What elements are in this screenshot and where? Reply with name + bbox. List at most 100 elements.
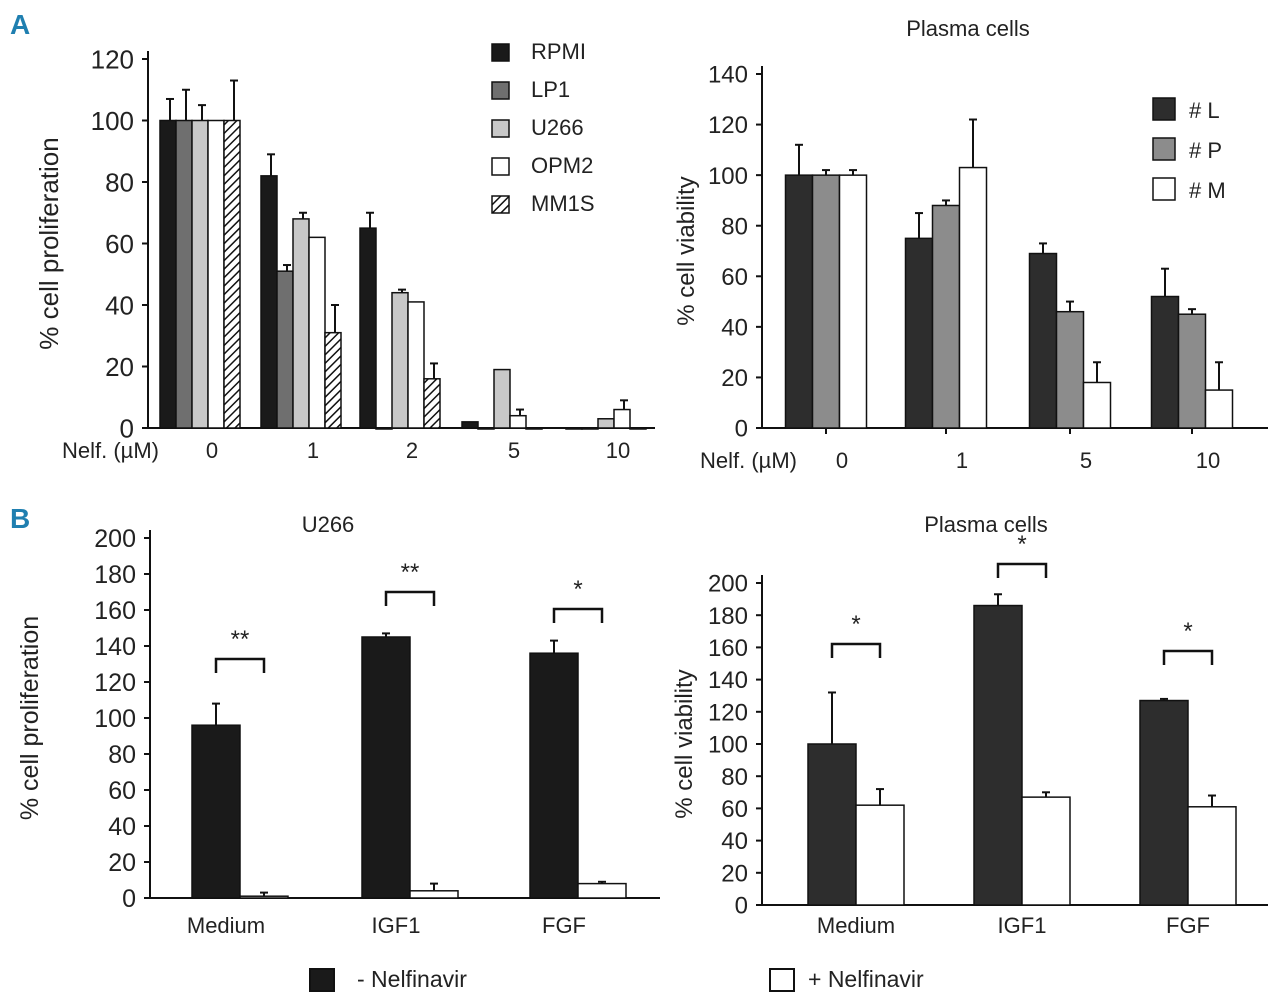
legend-swatch: [491, 43, 510, 62]
x-category-label: IGF1: [998, 913, 1047, 938]
legend-label: RPMI: [531, 39, 586, 64]
y-tick-label: 80: [105, 167, 134, 197]
x-category-label: 10: [1196, 448, 1220, 473]
x-category-label: 5: [508, 438, 520, 463]
bar-m: [958, 166, 988, 429]
bar-lp1: [175, 119, 193, 429]
bar-m: [1204, 389, 1234, 429]
y-tick-label: 60: [721, 264, 748, 291]
significance-marker: **: [231, 626, 250, 653]
y-axis-title: % cell viability: [671, 669, 698, 818]
bar-nelfinavir: [529, 652, 579, 899]
x-category-label: 0: [206, 438, 218, 463]
y-axis-title: % cell proliferation: [16, 616, 44, 820]
bar-p: [1055, 310, 1085, 429]
bar-nelfinavir: [1021, 796, 1071, 906]
bar-p: [811, 174, 841, 429]
y-tick-label: 200: [94, 525, 136, 553]
y-tick-label: 0: [735, 416, 748, 443]
y-tick-label: 80: [721, 764, 748, 791]
y-tick-label: 100: [91, 106, 134, 136]
y-tick-label: 140: [94, 633, 136, 661]
y-tick-label: 160: [708, 635, 748, 662]
panel-label-a: A: [10, 9, 30, 40]
significance-bracket: [552, 607, 604, 623]
bar-rpmi: [159, 119, 177, 429]
legend-swatch: [1152, 137, 1176, 161]
bar-mm1s: [525, 427, 543, 430]
y-tick-label: 140: [708, 62, 748, 89]
legend-label: # L: [1189, 98, 1220, 123]
bar-m: [838, 174, 868, 429]
bar-nelfinavir: [191, 724, 241, 899]
x-category-label: 10: [606, 438, 630, 463]
y-tick-label: 200: [708, 571, 748, 598]
legend-label: # M: [1189, 178, 1226, 203]
bar-opm2: [308, 236, 326, 429]
significance-marker: *: [851, 611, 860, 638]
y-axis-title: % cell viability: [673, 176, 700, 325]
y-tick-label: 40: [721, 314, 748, 341]
bar-l: [1150, 295, 1180, 429]
legend-label: OPM2: [531, 153, 593, 178]
bottom-legend-label: + Nelfinavir: [808, 966, 924, 992]
chart-b2-plasma-viability: 0 20 40 60 80 100 120 140 160 180 200 % cell viabil…: [671, 512, 1268, 938]
panel-label-b: B: [10, 503, 30, 534]
legend-swatch: [491, 81, 510, 100]
bar-p: [931, 204, 961, 429]
x-category-label: 1: [307, 438, 319, 463]
significance-bracket: [830, 642, 882, 658]
y-tick-label: 80: [108, 741, 136, 769]
y-tick-label: 40: [108, 813, 136, 841]
bar-lp1: [375, 427, 393, 430]
bar-lp1: [276, 270, 294, 429]
bar-l: [784, 174, 814, 429]
bottom-legend-swatch: [769, 968, 795, 992]
y-tick-label: 100: [708, 732, 748, 759]
bar-opm2: [407, 301, 425, 429]
bar-nelfinavir: [973, 604, 1023, 906]
y-tick-label: 20: [721, 860, 748, 887]
bottom-legend-label: - Nelfinavir: [357, 966, 467, 992]
y-tick-label: 40: [721, 828, 748, 855]
y-tick-label: 20: [108, 849, 136, 877]
x-category-label: IGF1: [372, 913, 421, 938]
bar-nelfinavir: [807, 743, 857, 906]
bar-lp1: [477, 427, 495, 430]
bar-u266: [292, 218, 310, 429]
significance-bracket: [214, 657, 266, 673]
y-tick-label: 0: [735, 893, 748, 920]
legend-label: MM1S: [531, 191, 595, 216]
y-tick-label: 160: [94, 597, 136, 625]
bar-m: [1082, 381, 1112, 429]
bar-u266: [191, 119, 209, 429]
significance-bracket: [1162, 649, 1214, 665]
bar-u266: [597, 418, 615, 429]
bottom-legend: - Nelfinavir + Nelfinavir: [309, 966, 924, 992]
significance-marker: *: [573, 576, 582, 603]
y-tick-label: 120: [91, 44, 134, 74]
x-category-label: Medium: [187, 913, 265, 938]
y-tick-label: 20: [105, 352, 134, 382]
bar-l: [904, 237, 934, 429]
x-category-label: Medium: [817, 913, 895, 938]
x-category-label: FGF: [1166, 913, 1210, 938]
significance-bracket: [996, 562, 1048, 578]
y-tick-label: 180: [94, 561, 136, 589]
x-category-label: FGF: [542, 913, 586, 938]
bottom-legend-swatch: [309, 968, 335, 992]
bar-nelfinavir: [409, 890, 459, 899]
y-tick-label: 180: [708, 603, 748, 630]
legend-swatch: [1152, 97, 1176, 121]
bar-opm2: [613, 408, 631, 429]
bar-u266: [493, 368, 511, 429]
bar-mm1s: [324, 331, 342, 429]
y-tick-label: 120: [94, 669, 136, 697]
bar-p: [1177, 313, 1207, 429]
bar-nelfinavir: [1187, 806, 1237, 906]
y-tick-label: 80: [721, 213, 748, 240]
legend-swatch: [491, 157, 510, 176]
